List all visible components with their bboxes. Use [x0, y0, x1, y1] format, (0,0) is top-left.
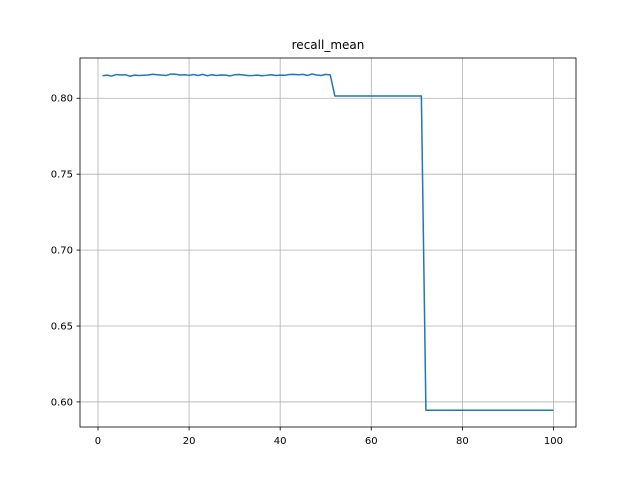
x-tick-label: 0	[95, 436, 101, 447]
grid-lines	[80, 58, 576, 427]
x-tick-label: 20	[183, 436, 196, 447]
axis-ticks: 0 20 40 60 80 100 0.60 0.65 0.70 0.75 0.80	[51, 94, 563, 447]
x-tick-label: 60	[365, 436, 378, 447]
y-tick-label: 0.70	[51, 246, 73, 257]
y-tick-label: 0.65	[51, 322, 73, 333]
x-tick-label: 80	[456, 436, 469, 447]
x-tick-label: 100	[544, 436, 563, 447]
y-tick-label: 0.80	[51, 94, 73, 105]
y-tick-label: 0.75	[51, 170, 73, 181]
y-tick-label: 0.60	[51, 397, 73, 408]
series-layer	[102, 73, 554, 412]
x-tick-label: 40	[274, 436, 287, 447]
axes-frame	[79, 57, 577, 428]
series-line-0	[102, 73, 554, 412]
chart-title: recall_mean	[292, 38, 365, 52]
